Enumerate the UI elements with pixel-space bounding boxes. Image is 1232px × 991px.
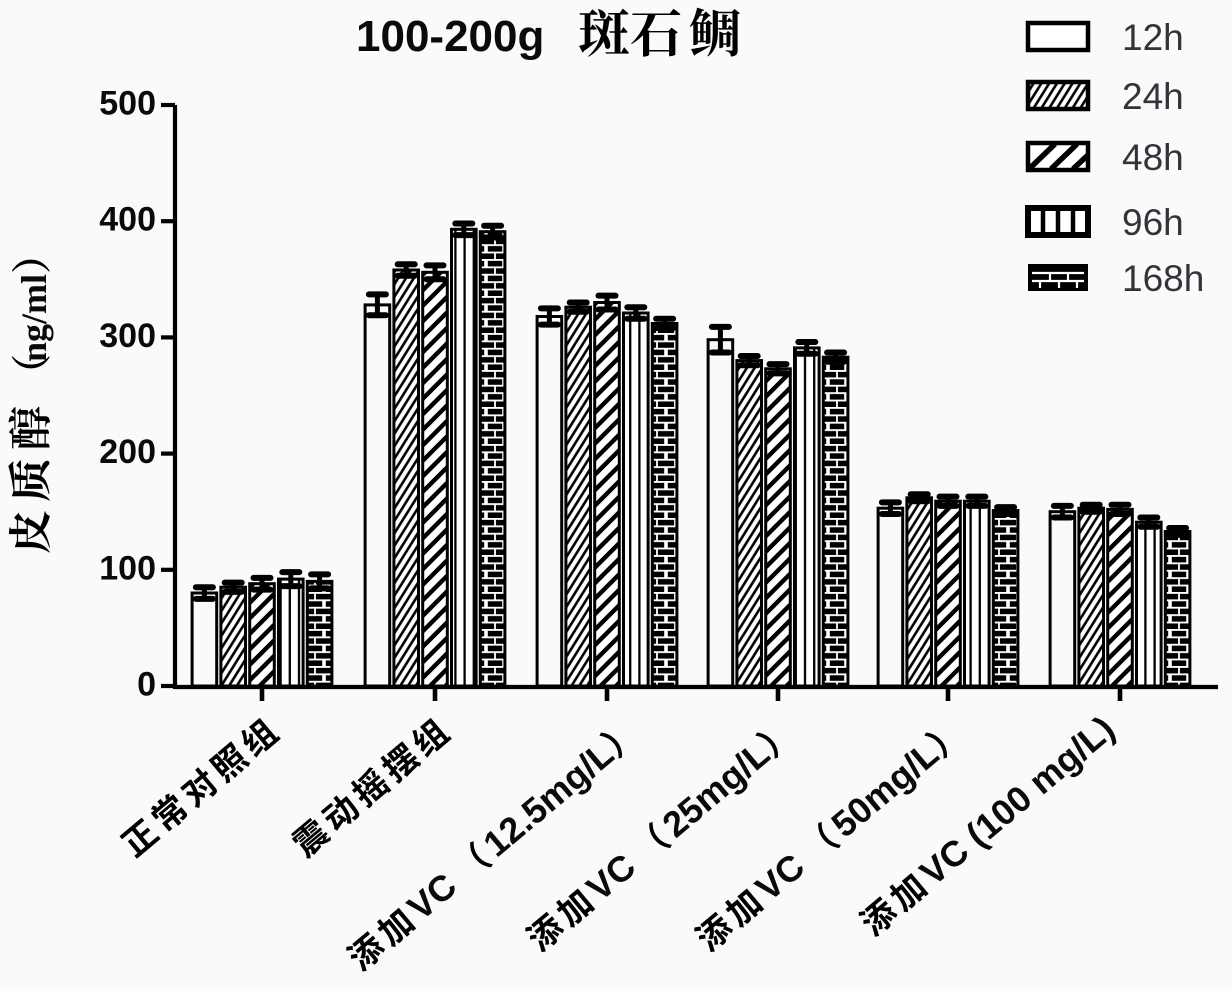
svg-text:100: 100 xyxy=(99,549,156,587)
svg-text:48h: 48h xyxy=(1122,137,1184,178)
svg-text:ng/ml: ng/ml xyxy=(14,274,54,362)
svg-text:24h: 24h xyxy=(1122,76,1184,117)
svg-text:0: 0 xyxy=(137,666,156,704)
svg-text:168h: 168h xyxy=(1122,258,1204,299)
svg-text:12h: 12h xyxy=(1122,17,1184,58)
svg-text:100-200g: 100-200g xyxy=(356,12,544,61)
svg-text:400: 400 xyxy=(99,201,156,239)
svg-text:96h: 96h xyxy=(1122,202,1184,243)
svg-text:300: 300 xyxy=(99,317,156,355)
svg-text:200: 200 xyxy=(99,433,156,471)
svg-text:500: 500 xyxy=(99,85,156,123)
